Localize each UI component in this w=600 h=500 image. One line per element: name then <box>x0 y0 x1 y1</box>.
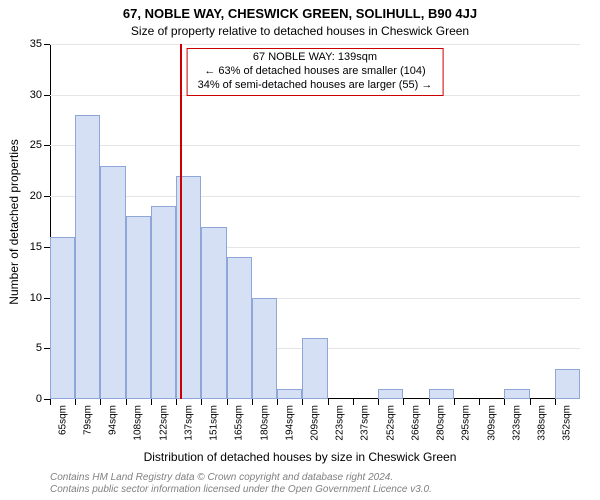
x-tick <box>252 399 253 405</box>
page-title: 67, NOBLE WAY, CHESWICK GREEN, SOLIHULL,… <box>0 6 600 21</box>
x-tick-label: 352sqm <box>562 405 573 441</box>
y-tick-label: 15 <box>30 241 42 253</box>
x-tick <box>50 399 51 405</box>
annotation-box: 67 NOBLE WAY: 139sqm ← 63% of detached h… <box>187 48 444 96</box>
hist-bar <box>50 237 75 399</box>
x-tick-label: 151sqm <box>209 405 220 441</box>
x-tick-label: 309sqm <box>486 405 497 441</box>
hist-bar <box>277 389 302 399</box>
hist-bar <box>227 257 252 399</box>
x-tick-label: 122sqm <box>158 405 169 441</box>
x-tick-label: 165sqm <box>234 405 245 441</box>
y-tick-label: 0 <box>36 393 42 405</box>
x-tick <box>378 399 379 405</box>
x-tick-label: 137sqm <box>183 405 194 441</box>
y-tick <box>44 44 50 45</box>
y-tick-label: 35 <box>30 38 42 50</box>
x-tick <box>176 399 177 405</box>
plot-area: 67 NOBLE WAY: 139sqm ← 63% of detached h… <box>50 44 580 399</box>
x-tick-label: 108sqm <box>133 405 144 441</box>
x-axis-title: Distribution of detached houses by size … <box>0 450 600 464</box>
y-tick-label: 10 <box>30 292 42 304</box>
hist-bar <box>100 166 125 399</box>
y-axis-title: Number of detached properties <box>7 139 21 304</box>
x-tick <box>504 399 505 405</box>
footer-line-1: Contains HM Land Registry data © Crown c… <box>50 472 590 484</box>
x-tick <box>126 399 127 405</box>
hist-bar <box>555 369 580 399</box>
hist-bar <box>126 216 151 399</box>
x-tick <box>227 399 228 405</box>
annotation-line-1: 67 NOBLE WAY: 139sqm <box>198 51 433 65</box>
grid-line <box>50 145 580 146</box>
x-tick-label: 79sqm <box>82 405 93 435</box>
x-tick <box>479 399 480 405</box>
x-tick <box>100 399 101 405</box>
x-tick <box>277 399 278 405</box>
x-tick <box>530 399 531 405</box>
y-tick <box>44 298 50 299</box>
x-tick <box>403 399 404 405</box>
y-tick <box>44 247 50 248</box>
annotation-line-2: ← 63% of detached houses are smaller (10… <box>198 65 433 79</box>
x-tick <box>75 399 76 405</box>
x-tick <box>151 399 152 405</box>
hist-bar <box>378 389 403 399</box>
x-tick-label: 209sqm <box>310 405 321 441</box>
y-tick-label: 20 <box>30 190 42 202</box>
x-tick <box>302 399 303 405</box>
grid-line <box>50 44 580 45</box>
hist-bar <box>201 227 226 399</box>
chart-container: 67, NOBLE WAY, CHESWICK GREEN, SOLIHULL,… <box>0 0 600 500</box>
hist-bar <box>302 338 327 399</box>
x-tick <box>454 399 455 405</box>
hist-bar <box>252 298 277 399</box>
hist-bar <box>429 389 454 399</box>
x-tick-label: 338sqm <box>537 405 548 441</box>
y-tick-label: 30 <box>30 89 42 101</box>
hist-bar <box>75 115 100 399</box>
footer-text: Contains HM Land Registry data © Crown c… <box>50 472 590 496</box>
x-tick-label: 266sqm <box>410 405 421 441</box>
x-tick-label: 237sqm <box>360 405 371 441</box>
x-tick-label: 65sqm <box>57 405 68 435</box>
marker-line <box>180 44 182 399</box>
x-tick-label: 194sqm <box>284 405 295 441</box>
y-tick-label: 5 <box>36 342 42 354</box>
hist-bar <box>151 206 176 399</box>
annotation-line-3: 34% of semi-detached houses are larger (… <box>198 79 433 93</box>
hist-bar <box>504 389 529 399</box>
x-tick <box>328 399 329 405</box>
page-subtitle: Size of property relative to detached ho… <box>0 24 600 38</box>
x-tick <box>429 399 430 405</box>
x-tick <box>555 399 556 405</box>
x-tick-label: 323sqm <box>511 405 522 441</box>
x-tick <box>201 399 202 405</box>
y-tick <box>44 95 50 96</box>
footer-line-2: Contains public sector information licen… <box>50 484 590 496</box>
grid-line <box>50 196 580 197</box>
x-tick-label: 180sqm <box>259 405 270 441</box>
x-tick-label: 295sqm <box>461 405 472 441</box>
y-tick-label: 25 <box>30 139 42 151</box>
x-tick-label: 94sqm <box>108 405 119 435</box>
y-tick <box>44 348 50 349</box>
x-tick-label: 223sqm <box>335 405 346 441</box>
x-tick-label: 252sqm <box>385 405 396 441</box>
y-tick <box>44 196 50 197</box>
x-tick-label: 280sqm <box>436 405 447 441</box>
x-tick <box>353 399 354 405</box>
y-tick <box>44 145 50 146</box>
